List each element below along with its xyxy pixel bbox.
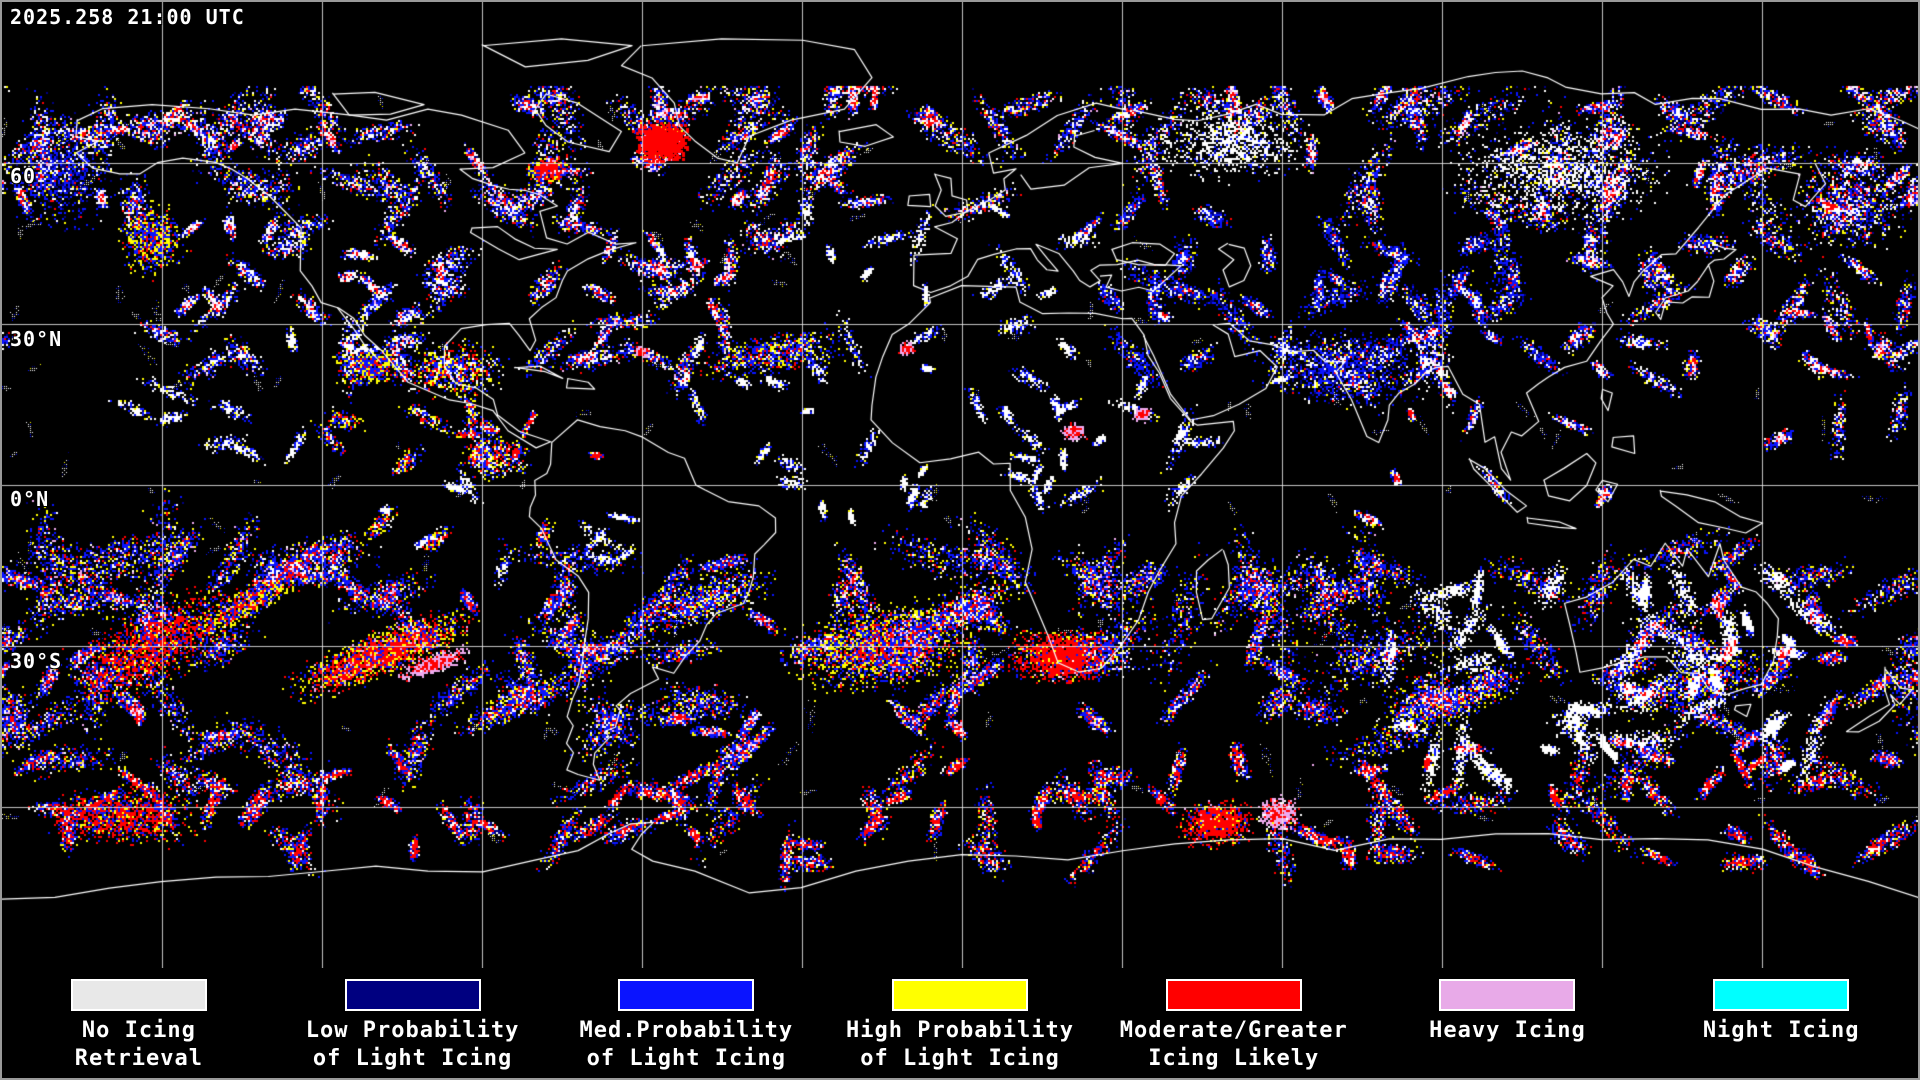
- legend-swatch-night-icing: [1713, 979, 1850, 1011]
- latitude-label-30s: 30°S: [10, 649, 63, 673]
- legend-swatch-med-prob: [618, 979, 755, 1011]
- legend-item-moderate-greater: Moderate/Greater Icing Likely: [1097, 968, 1371, 1078]
- legend-bar: No Icing Retrieval Low Probability of Ligh…: [2, 968, 1918, 1078]
- legend-swatch-low-prob: [344, 979, 481, 1011]
- legend-label-line1: High Probability: [846, 1018, 1074, 1043]
- latitude-label-60n: 60: [10, 164, 37, 188]
- legend-label: Low Probability of Light Icing: [306, 1017, 520, 1073]
- legend-label-line1: Med.Probability: [579, 1018, 794, 1043]
- legend-item-heavy-icing: Heavy Icing: [1371, 968, 1645, 1078]
- legend-label-line1: Heavy Icing: [1429, 1018, 1586, 1043]
- legend-label-line2: of Light Icing: [312, 1046, 513, 1071]
- legend-label-line1: No Icing: [81, 1018, 196, 1043]
- legend-item-med-prob: Med.Probability of Light Icing: [549, 968, 823, 1078]
- legend-label: Moderate/Greater Icing Likely: [1120, 1017, 1348, 1073]
- legend-item-high-prob: High Probability of Light Icing: [823, 968, 1097, 1078]
- timestamp-label: 2025.258 21:00 UTC: [10, 5, 245, 29]
- legend-item-night-icing: Night Icing: [1644, 968, 1918, 1078]
- legend-label-line2: Icing Likely: [1148, 1046, 1320, 1071]
- legend-label-line2: of Light Icing: [860, 1046, 1060, 1071]
- legend-label-line1: Low Probability: [305, 1018, 520, 1043]
- legend-swatch-no-icing: [70, 979, 207, 1011]
- legend-item-low-prob: Low Probability of Light Icing: [276, 968, 550, 1078]
- legend-label-line2: of Light Icing: [586, 1046, 787, 1071]
- legend-label: Night Icing: [1703, 1017, 1860, 1045]
- legend-label: No Icing Retrieval: [75, 1017, 203, 1073]
- legend-label-line2: Retrieval: [74, 1046, 203, 1071]
- legend-label-line1: Moderate/Greater: [1119, 1018, 1348, 1043]
- latitude-label-30n: 30°N: [10, 327, 63, 351]
- latitude-label-0n: 0°N: [10, 487, 50, 511]
- legend-item-no-icing: No Icing Retrieval: [2, 968, 276, 1078]
- legend-label: Med.Probability of Light Icing: [579, 1017, 793, 1073]
- legend-label: Heavy Icing: [1429, 1017, 1586, 1045]
- legend-swatch-heavy-icing: [1439, 979, 1576, 1011]
- legend-label: High Probability of Light Icing: [846, 1017, 1074, 1073]
- legend-label-line1: Night Icing: [1702, 1018, 1860, 1043]
- legend-swatch-moderate-greater: [1165, 979, 1302, 1011]
- legend-swatch-high-prob: [892, 979, 1029, 1011]
- world-map-canvas: [2, 2, 1918, 968]
